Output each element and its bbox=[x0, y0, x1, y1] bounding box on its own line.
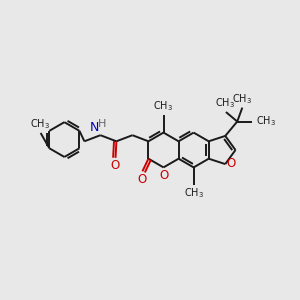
Text: O: O bbox=[110, 159, 119, 172]
Text: O: O bbox=[226, 157, 235, 170]
Text: H: H bbox=[98, 118, 106, 129]
Text: CH$_3$: CH$_3$ bbox=[30, 117, 50, 131]
Text: CH$_3$: CH$_3$ bbox=[184, 186, 204, 200]
Text: CH$_3$: CH$_3$ bbox=[256, 115, 276, 128]
Text: CH$_3$: CH$_3$ bbox=[215, 96, 235, 110]
Text: N: N bbox=[90, 121, 100, 134]
Text: CH$_3$: CH$_3$ bbox=[154, 100, 173, 113]
Text: O: O bbox=[159, 169, 168, 182]
Text: O: O bbox=[138, 173, 147, 186]
Text: CH$_3$: CH$_3$ bbox=[232, 92, 252, 106]
